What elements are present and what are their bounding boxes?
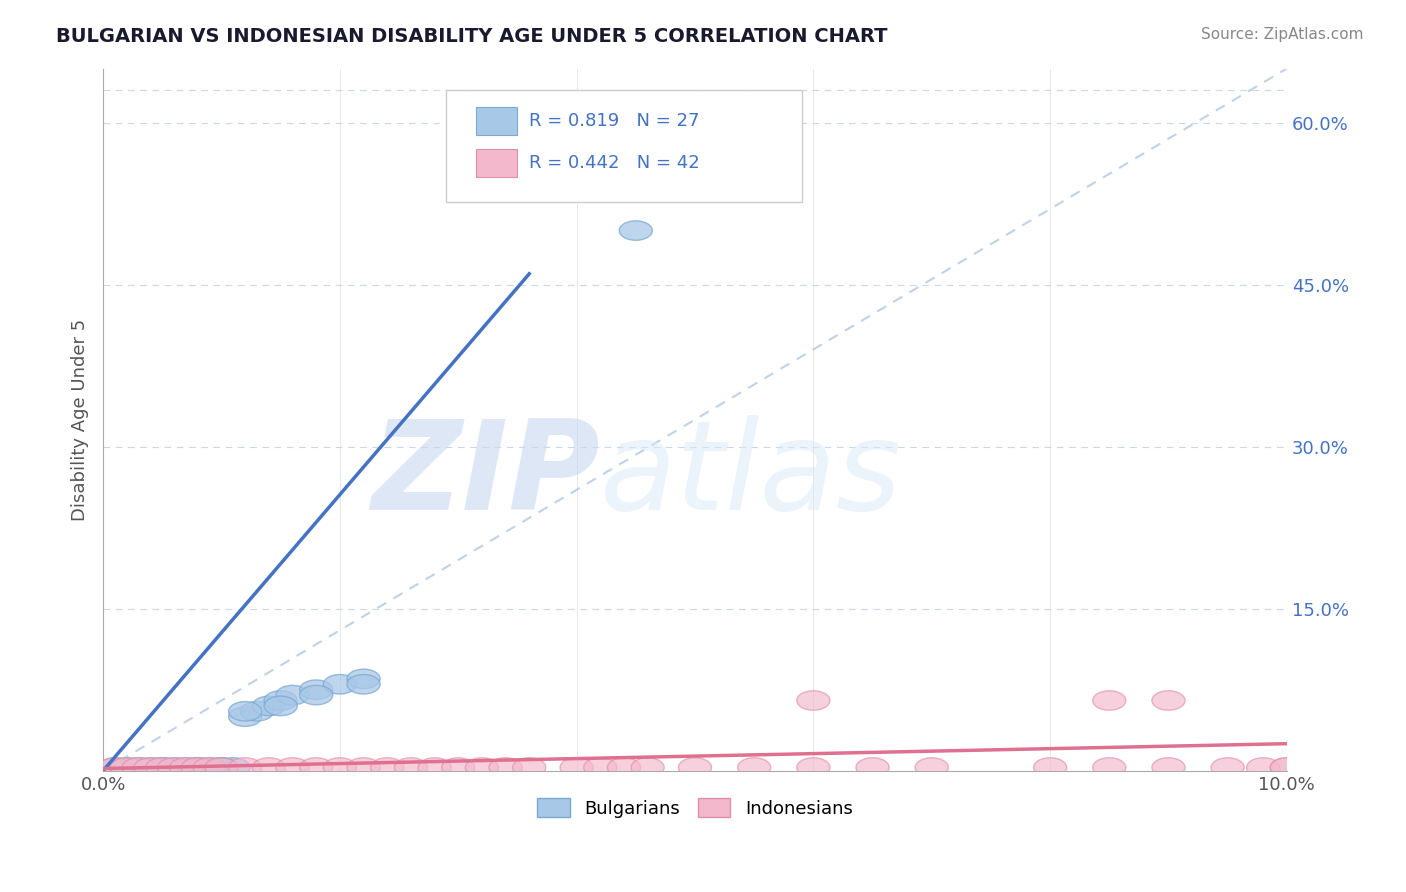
Ellipse shape: [583, 757, 617, 777]
Ellipse shape: [181, 757, 214, 777]
Ellipse shape: [1247, 757, 1279, 777]
Text: R = 0.819   N = 27: R = 0.819 N = 27: [529, 112, 700, 130]
Bar: [477, 107, 517, 136]
Ellipse shape: [122, 757, 155, 777]
Ellipse shape: [229, 707, 262, 726]
Ellipse shape: [299, 680, 333, 699]
Ellipse shape: [418, 757, 451, 777]
Ellipse shape: [1211, 757, 1244, 777]
Ellipse shape: [264, 696, 297, 715]
Ellipse shape: [264, 690, 297, 710]
Ellipse shape: [631, 757, 664, 777]
Ellipse shape: [205, 757, 238, 777]
Ellipse shape: [1092, 690, 1126, 710]
Ellipse shape: [169, 757, 202, 777]
Ellipse shape: [169, 757, 202, 777]
Ellipse shape: [157, 757, 191, 777]
Ellipse shape: [122, 757, 155, 777]
Ellipse shape: [217, 757, 250, 777]
Ellipse shape: [513, 757, 546, 777]
Ellipse shape: [110, 757, 143, 777]
Ellipse shape: [134, 757, 167, 777]
Ellipse shape: [441, 757, 475, 777]
Ellipse shape: [1152, 757, 1185, 777]
Ellipse shape: [394, 757, 427, 777]
Ellipse shape: [98, 757, 132, 777]
Y-axis label: Disability Age Under 5: Disability Age Under 5: [72, 318, 89, 521]
Ellipse shape: [146, 757, 179, 777]
Ellipse shape: [619, 221, 652, 240]
Text: atlas: atlas: [600, 416, 903, 536]
Ellipse shape: [134, 757, 167, 777]
Ellipse shape: [738, 757, 770, 777]
Ellipse shape: [1152, 690, 1185, 710]
Ellipse shape: [1270, 757, 1303, 777]
Ellipse shape: [347, 674, 380, 694]
Ellipse shape: [205, 757, 238, 777]
Ellipse shape: [252, 696, 285, 715]
Ellipse shape: [252, 757, 285, 777]
Ellipse shape: [465, 757, 499, 777]
Ellipse shape: [240, 701, 274, 721]
Ellipse shape: [915, 757, 948, 777]
Ellipse shape: [157, 757, 191, 777]
Ellipse shape: [146, 757, 179, 777]
FancyBboxPatch shape: [446, 89, 801, 202]
Ellipse shape: [1092, 757, 1126, 777]
Legend: Bulgarians, Indonesians: Bulgarians, Indonesians: [530, 791, 860, 825]
Ellipse shape: [323, 674, 357, 694]
Ellipse shape: [181, 757, 214, 777]
Ellipse shape: [371, 757, 404, 777]
Ellipse shape: [347, 757, 380, 777]
Ellipse shape: [229, 701, 262, 721]
Text: BULGARIAN VS INDONESIAN DISABILITY AGE UNDER 5 CORRELATION CHART: BULGARIAN VS INDONESIAN DISABILITY AGE U…: [56, 27, 887, 45]
Ellipse shape: [146, 757, 179, 777]
Ellipse shape: [560, 757, 593, 777]
Ellipse shape: [323, 757, 357, 777]
Ellipse shape: [347, 669, 380, 689]
Ellipse shape: [797, 757, 830, 777]
Ellipse shape: [1033, 757, 1067, 777]
Ellipse shape: [299, 757, 333, 777]
Ellipse shape: [1270, 757, 1303, 777]
Ellipse shape: [489, 757, 522, 777]
Ellipse shape: [856, 757, 889, 777]
Ellipse shape: [797, 690, 830, 710]
Ellipse shape: [229, 757, 262, 777]
Ellipse shape: [679, 757, 711, 777]
Ellipse shape: [110, 757, 143, 777]
Ellipse shape: [276, 685, 309, 705]
Ellipse shape: [205, 757, 238, 777]
Text: ZIP: ZIP: [371, 416, 600, 536]
Text: Source: ZipAtlas.com: Source: ZipAtlas.com: [1201, 27, 1364, 42]
Ellipse shape: [181, 757, 214, 777]
Ellipse shape: [193, 757, 226, 777]
Text: R = 0.442   N = 42: R = 0.442 N = 42: [529, 154, 700, 172]
Ellipse shape: [193, 757, 226, 777]
Ellipse shape: [299, 685, 333, 705]
Bar: [477, 149, 517, 178]
Ellipse shape: [98, 757, 132, 777]
Ellipse shape: [607, 757, 641, 777]
Ellipse shape: [276, 757, 309, 777]
